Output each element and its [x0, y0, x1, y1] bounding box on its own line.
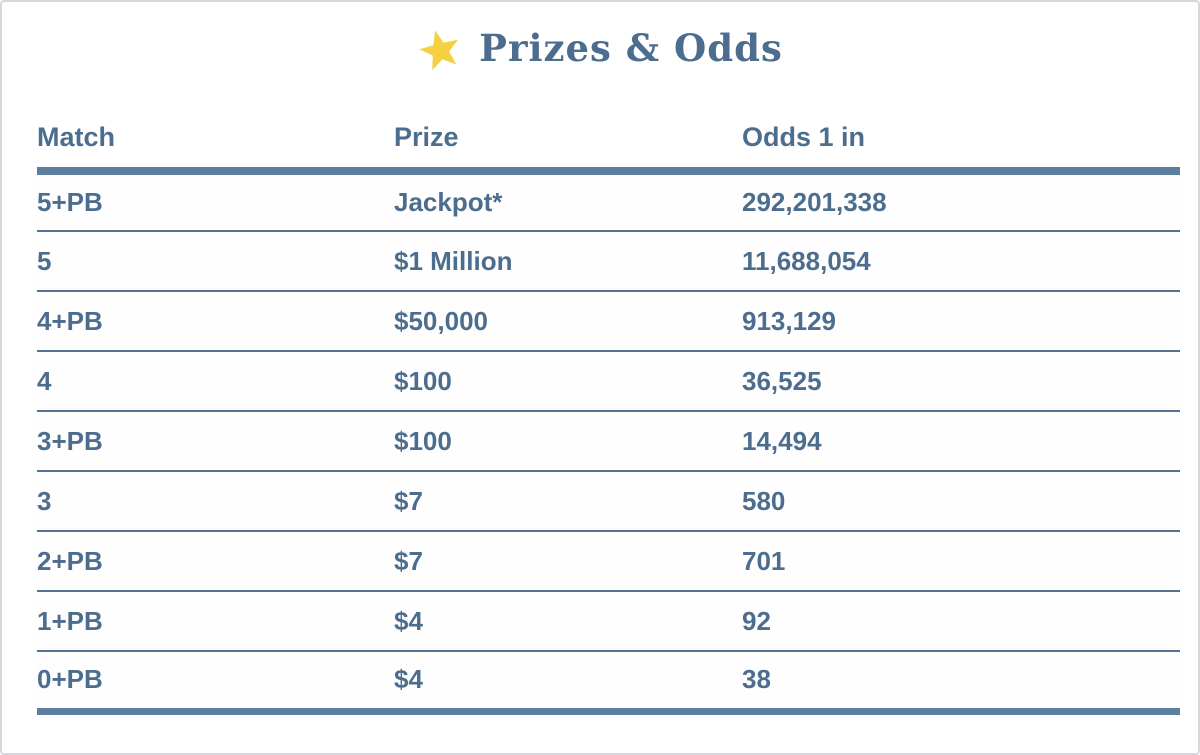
odds-cell: 11,688,054	[742, 231, 1180, 292]
match-cell: 4	[37, 351, 394, 412]
table-row: 2+PB $7 701	[37, 531, 1180, 592]
table-row: 0+PB $4 38	[37, 651, 1180, 715]
table-header-row: Match Prize Odds 1 in	[37, 98, 1180, 175]
match-cell: 2+PB	[37, 531, 394, 592]
page-title: Prizes & Odds	[479, 26, 783, 70]
odds-cell: 701	[742, 531, 1180, 592]
table-row: 4+PB $50,000 913,129	[37, 291, 1180, 352]
match-cell: 5	[37, 231, 394, 292]
odds-cell: 292,201,338	[742, 171, 1180, 232]
odds-cell: 580	[742, 471, 1180, 532]
table-row: 3 $7 580	[37, 471, 1180, 532]
page-header: Prizes & Odds	[2, 2, 1198, 74]
prize-cell: $7	[394, 471, 742, 532]
prize-cell: $4	[394, 591, 742, 652]
match-cell: 1+PB	[37, 591, 394, 652]
column-header-odds: Odds 1 in	[742, 98, 1180, 175]
prize-cell: Jackpot*	[394, 171, 742, 232]
prize-cell: $100	[394, 351, 742, 412]
prize-cell: $100	[394, 411, 742, 472]
odds-cell: 913,129	[742, 291, 1180, 352]
odds-cell: 38	[742, 651, 1180, 715]
match-cell: 5+PB	[37, 171, 394, 232]
match-cell: 3	[37, 471, 394, 532]
table-row: 1+PB $4 92	[37, 591, 1180, 652]
column-header-match: Match	[37, 98, 394, 175]
prize-cell: $7	[394, 531, 742, 592]
prizes-odds-table: Match Prize Odds 1 in 5+PB Jackpot* 292,…	[37, 98, 1180, 715]
odds-cell: 92	[742, 591, 1180, 652]
prize-cell: $50,000	[394, 291, 742, 352]
star-icon	[419, 30, 459, 71]
prize-cell: $1 Million	[394, 231, 742, 292]
table-row: 3+PB $100 14,494	[37, 411, 1180, 472]
odds-cell: 14,494	[742, 411, 1180, 472]
table-row: 5+PB Jackpot* 292,201,338	[37, 171, 1180, 232]
prize-cell: $4	[394, 651, 742, 715]
column-header-prize: Prize	[394, 98, 742, 175]
match-cell: 4+PB	[37, 291, 394, 352]
match-cell: 3+PB	[37, 411, 394, 472]
table-row: 4 $100 36,525	[37, 351, 1180, 412]
match-cell: 0+PB	[37, 651, 394, 715]
odds-cell: 36,525	[742, 351, 1180, 412]
table-row: 5 $1 Million 11,688,054	[37, 231, 1180, 292]
